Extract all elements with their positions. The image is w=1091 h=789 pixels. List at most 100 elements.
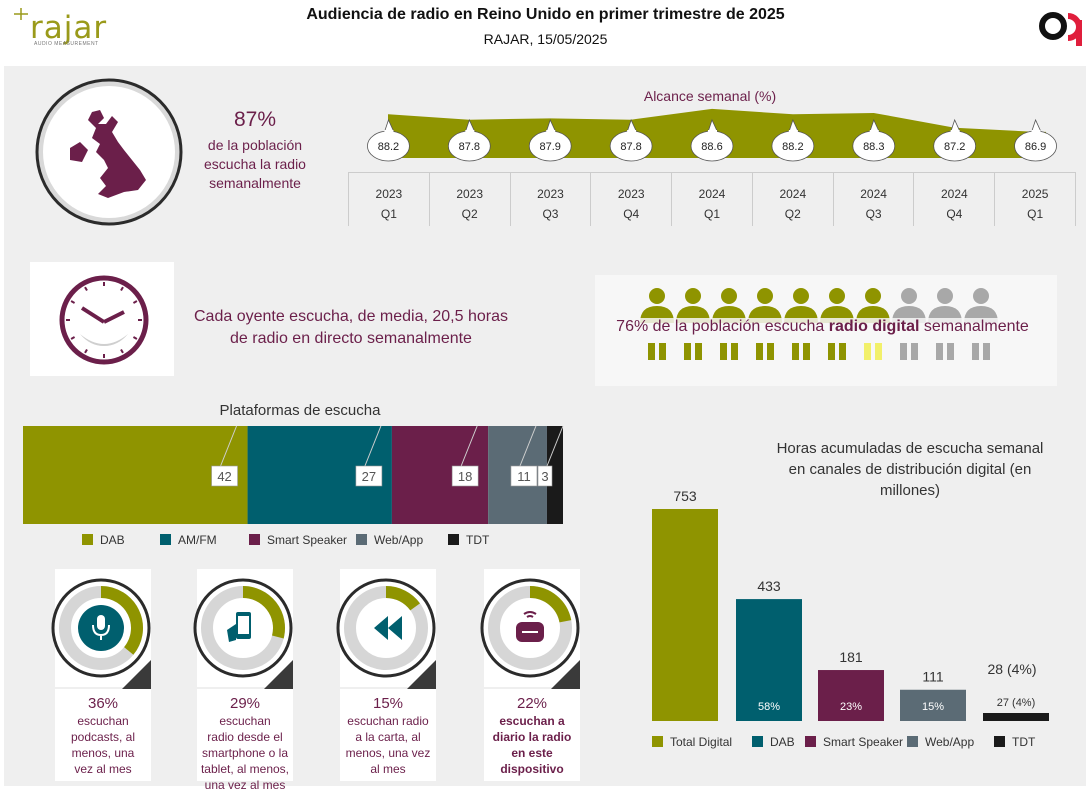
- quarter-tick-label-q: Q1: [380, 207, 397, 221]
- person-leg: [648, 343, 655, 360]
- stat-percent: 29%: [229, 695, 261, 712]
- hours-legend-item: TDT: [994, 735, 1035, 749]
- listening-hours-text: Cada oyente escucha, de media, 20,5 hora…: [176, 306, 526, 350]
- person-head: [721, 288, 737, 304]
- digital-text-prefix: 76% de la población escucha: [616, 318, 829, 335]
- platform-label-leader: [519, 425, 537, 467]
- platform-legend-item: DAB: [82, 533, 125, 547]
- stat-description: 36% escuchan podcasts, al menos, una vez al …: [53, 696, 153, 777]
- reach-value-label: 86.9: [1025, 141, 1046, 153]
- quarter-tick-label-q: Q2: [461, 207, 478, 221]
- person-leg: [911, 343, 918, 360]
- person-leg: [947, 343, 954, 360]
- rajar-logo-text: rajar: [30, 10, 108, 46]
- stat-percent: 36%: [87, 695, 119, 712]
- clock-tick: [120, 286, 124, 292]
- clock-shadow: [80, 334, 128, 346]
- person-leg: [684, 343, 691, 360]
- platform-value-label: 18: [458, 469, 472, 484]
- platform-label-box: [355, 465, 383, 487]
- stat-donut-fill: [100, 586, 143, 655]
- person-leg: [756, 343, 763, 360]
- smartphone-icon: [227, 612, 251, 642]
- clock-hands: [80, 306, 125, 324]
- microphone-icon: [92, 615, 110, 640]
- hours-share-label: 27 (4%): [997, 697, 1036, 709]
- hours-value-label: 111: [922, 669, 943, 685]
- person-leg: [695, 343, 702, 360]
- legend-label: DAB: [100, 533, 125, 547]
- reach-data-label: 86.9: [1014, 118, 1057, 162]
- hours-legend-item: Smart Speaker: [805, 735, 903, 749]
- person-head: [829, 288, 845, 304]
- hours-share-label: 15%: [922, 701, 944, 713]
- stat-text-line: escuchan: [77, 714, 129, 728]
- legend-swatch: [82, 534, 93, 545]
- stat-text-box: [55, 689, 151, 781]
- reach-value-label: 88.2: [378, 141, 399, 153]
- person-head: [937, 288, 953, 304]
- person-leg: [983, 343, 990, 360]
- page-subtitle: RAJAR, 15/05/2025: [483, 31, 608, 47]
- quarter-tick-label: 2024 Q1: [672, 173, 753, 226]
- stat-donut-fill: [385, 586, 420, 611]
- quarter-tick-label-q: Q3: [865, 207, 882, 221]
- platform-label-leader: [364, 425, 382, 467]
- person-head: [685, 288, 701, 304]
- stat-shadow: [406, 660, 436, 690]
- platform-value-label: 3: [541, 469, 548, 484]
- stat-text-line: escuchan a: [499, 714, 565, 728]
- legend-swatch: [907, 736, 918, 747]
- stat-text-line: podcasts, al: [70, 730, 136, 744]
- reach-label-joint: [384, 130, 394, 136]
- legend-label: Smart Speaker: [267, 533, 348, 547]
- platform-bar-segment: [546, 426, 563, 524]
- quarter-tick-label: 2024 Q3: [834, 173, 915, 226]
- legend-label: Total Digital: [670, 735, 733, 749]
- person-head: [757, 288, 773, 304]
- quarter-tick-label: 2025 Q1: [995, 173, 1077, 226]
- hours-bar: [983, 713, 1049, 721]
- stat-text-box: [484, 689, 580, 781]
- platform-label-leader: [460, 425, 478, 467]
- clock-tick: [120, 348, 124, 354]
- year-tick-label: 2024: [941, 187, 968, 201]
- listening-line2: de radio en directo semanalmente: [230, 330, 472, 347]
- year-tick-label: 2025: [1021, 187, 1049, 201]
- reach-value-label: 87.9: [540, 141, 561, 153]
- platform-label-box: [211, 465, 238, 487]
- year-tick-label: 2024: [779, 187, 807, 201]
- platform-legend-item: Web/App: [356, 533, 423, 547]
- reach-data-label: 87.9: [528, 118, 572, 162]
- person-leg: [659, 343, 666, 360]
- page-title: Audiencia de radio en Reino Unido en pri…: [306, 6, 785, 23]
- person-head: [649, 288, 665, 304]
- legend-swatch: [752, 736, 763, 747]
- stat-shadow: [121, 660, 151, 690]
- reach-data-label: 87.8: [609, 118, 653, 162]
- quarter-tick-label-q: Q3: [542, 207, 559, 221]
- stat-text-line: smartphone o la: [201, 746, 289, 760]
- stat-text-line: al mes: [370, 762, 406, 776]
- person-leg: [936, 343, 943, 360]
- reach-value-label: 87.2: [944, 141, 965, 153]
- platform-value-label: 11: [517, 469, 531, 484]
- uk-map-icon: [70, 110, 146, 198]
- legend-swatch: [805, 736, 816, 747]
- mic-head: [97, 615, 105, 630]
- clock-tick: [132, 300, 138, 304]
- hours-chart-title: Horas acumuladas de escucha semanal en c…: [776, 440, 1044, 499]
- stat-text-box: [340, 689, 436, 781]
- legend-label: AM/FM: [178, 533, 217, 547]
- digital-text-bold: radio digital: [828, 318, 920, 335]
- hours-legend-item: Total Digital: [652, 735, 732, 749]
- person-leg: [900, 343, 907, 360]
- year-tick-label: 2023: [456, 187, 484, 201]
- reach-label-joint: [465, 130, 475, 136]
- reach-data-label: 88.2: [771, 118, 815, 162]
- legend-swatch: [249, 534, 260, 545]
- quarter-tick-label: 2024 Q4: [914, 173, 996, 226]
- reach-chart-title: Alcance semanal (%): [643, 88, 777, 104]
- reach-label-joint: [788, 130, 798, 136]
- quarter-tick-label: 2023 Q2: [430, 173, 511, 226]
